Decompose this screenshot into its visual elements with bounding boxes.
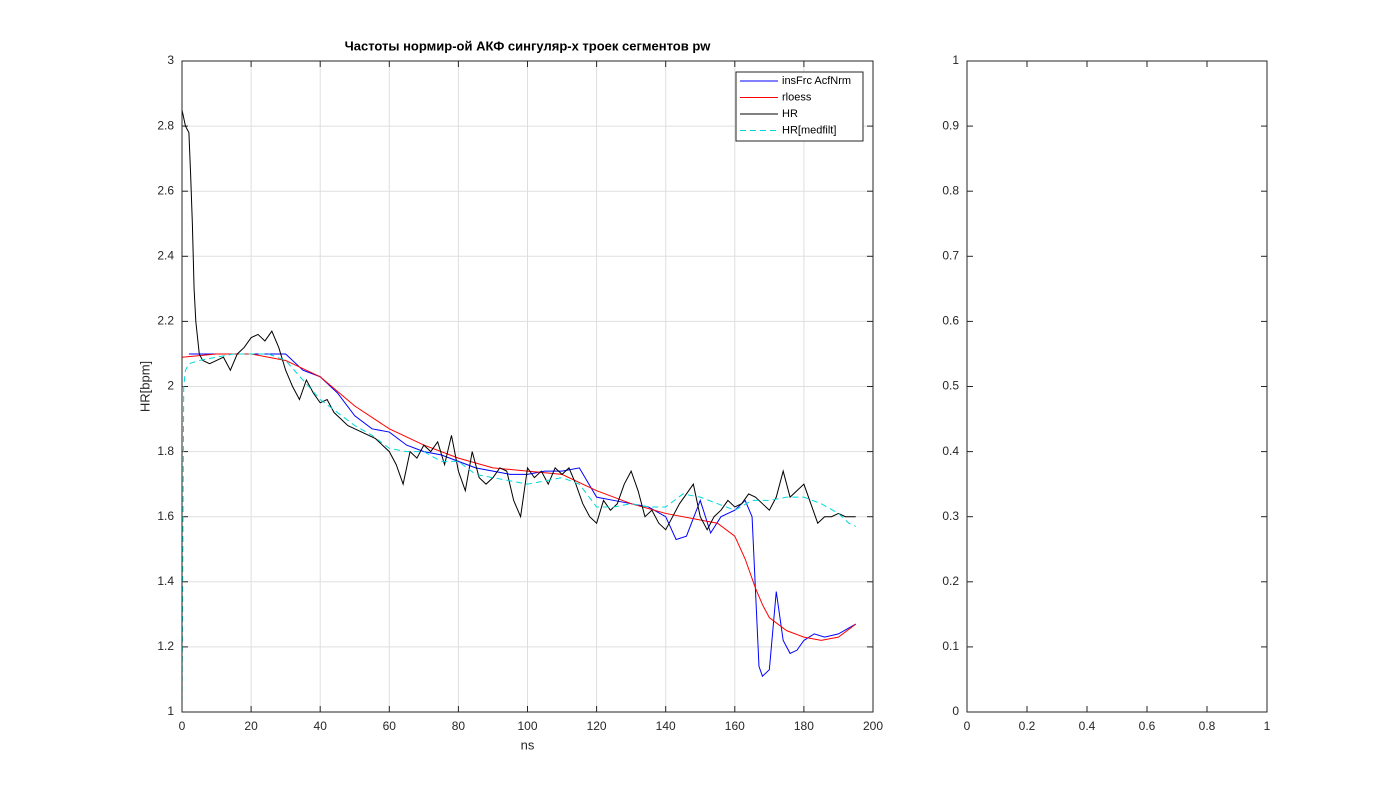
chart-title: Частоты нормир-ой АКФ сингуляр-х троек с… (345, 38, 712, 53)
x-tick-label: 80 (452, 719, 466, 733)
x-tick-label: 60 (383, 719, 397, 733)
x-tick-label: 0.2 (1019, 719, 1036, 733)
legend-label: insFrc AcfNrm (782, 75, 851, 87)
x-tick-label: 160 (725, 719, 745, 733)
series-line (181, 353, 857, 641)
y-tick-label: 0.9 (942, 118, 959, 132)
legend-label: rloess (782, 91, 812, 103)
x-tick-label: 140 (656, 719, 676, 733)
legend-label: HR (782, 108, 798, 120)
y-tick-label: 1.8 (157, 444, 174, 458)
y-tick-label: 2.4 (157, 248, 174, 262)
y-tick-label: 1 (167, 704, 174, 718)
legend: insFrc AcfNrm rloess HR HR[medfilt] (735, 71, 864, 142)
y-tick-label: 3 (167, 53, 174, 67)
y-tick-label: 0.7 (942, 248, 959, 262)
y-tick-label: 2.6 (157, 183, 174, 197)
x-tick-label: 100 (517, 719, 537, 733)
y-tick-label: 1.4 (157, 574, 174, 588)
x-tick-label: 0.4 (1079, 719, 1096, 733)
y-tick-label: 2.8 (157, 118, 174, 132)
y-tick-label: 1.6 (157, 509, 174, 523)
x-tick-label: 0 (964, 719, 971, 733)
y-tick-label: 0.1 (942, 639, 959, 653)
x-tick-label: 1 (1264, 719, 1271, 733)
y-tick-label: 0.5 (942, 379, 959, 393)
axes-box (181, 60, 874, 713)
axes-box (966, 60, 1268, 713)
series-line (181, 109, 856, 531)
x-tick-label: 180 (794, 719, 814, 733)
y-tick-label: 0.8 (942, 183, 959, 197)
series-line (181, 353, 856, 713)
y-tick-label: 0.3 (942, 509, 959, 523)
plot-area (967, 61, 1267, 712)
y-tick-label: 0.4 (942, 444, 959, 458)
legend-box (735, 71, 864, 142)
x-tick-label: 0.6 (1139, 719, 1156, 733)
y-tick-label: 1 (952, 53, 959, 67)
y-tick-label: 2.2 (157, 314, 174, 328)
y-tick-label: 0 (952, 704, 959, 718)
y-tick-label: 0.6 (942, 314, 959, 328)
y-axis-label: HR[bpm] (137, 361, 152, 412)
y-tick-label: 1.2 (157, 639, 174, 653)
x-tick-label: 0.8 (1199, 719, 1216, 733)
x-tick-label: 0 (179, 719, 186, 733)
legend-label: HR[medfilt] (782, 124, 836, 136)
y-tick-label: 0.2 (942, 574, 959, 588)
x-tick-label: 120 (587, 719, 607, 733)
x-axis-label: ns (521, 737, 535, 752)
x-tick-label: 20 (244, 719, 258, 733)
x-tick-label: 40 (314, 719, 328, 733)
y-tick-label: 2 (167, 379, 174, 393)
x-tick-label: 200 (863, 719, 883, 733)
